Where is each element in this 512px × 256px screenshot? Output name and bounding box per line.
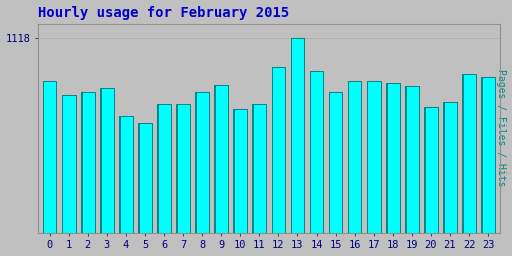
Bar — [367, 81, 380, 233]
Bar — [443, 102, 445, 233]
Bar — [138, 123, 140, 233]
Bar — [424, 107, 438, 233]
Bar — [138, 123, 152, 233]
Bar — [195, 92, 209, 233]
Bar — [119, 116, 133, 233]
Bar — [62, 95, 76, 233]
Y-axis label: Pages / Files / Hits: Pages / Files / Hits — [497, 69, 506, 187]
Bar — [81, 92, 95, 233]
Bar — [348, 81, 349, 233]
Bar — [43, 81, 45, 233]
Bar — [81, 92, 82, 233]
Bar — [481, 77, 495, 233]
Bar — [43, 81, 56, 233]
Bar — [405, 86, 407, 233]
Bar — [62, 95, 63, 233]
Bar — [291, 38, 292, 233]
Bar — [424, 107, 425, 233]
Bar — [329, 92, 330, 233]
Bar — [310, 71, 324, 233]
Bar — [119, 116, 121, 233]
Bar — [291, 38, 304, 233]
Bar — [215, 86, 228, 233]
Bar — [271, 67, 285, 233]
Bar — [271, 67, 273, 233]
Bar — [176, 104, 178, 233]
Text: Hourly usage for February 2015: Hourly usage for February 2015 — [38, 6, 289, 19]
Bar — [462, 74, 464, 233]
Bar — [386, 83, 388, 233]
Bar — [195, 92, 197, 233]
Bar — [215, 86, 216, 233]
Bar — [233, 109, 247, 233]
Bar — [176, 104, 190, 233]
Bar — [100, 88, 101, 233]
Bar — [157, 104, 171, 233]
Bar — [367, 81, 369, 233]
Bar — [348, 81, 361, 233]
Bar — [462, 74, 476, 233]
Bar — [233, 109, 235, 233]
Bar — [310, 71, 311, 233]
Bar — [386, 83, 399, 233]
Bar — [329, 92, 343, 233]
Bar — [443, 102, 457, 233]
Bar — [481, 77, 483, 233]
Bar — [100, 88, 114, 233]
Bar — [252, 104, 266, 233]
Bar — [252, 104, 254, 233]
Bar — [157, 104, 159, 233]
Bar — [405, 86, 419, 233]
